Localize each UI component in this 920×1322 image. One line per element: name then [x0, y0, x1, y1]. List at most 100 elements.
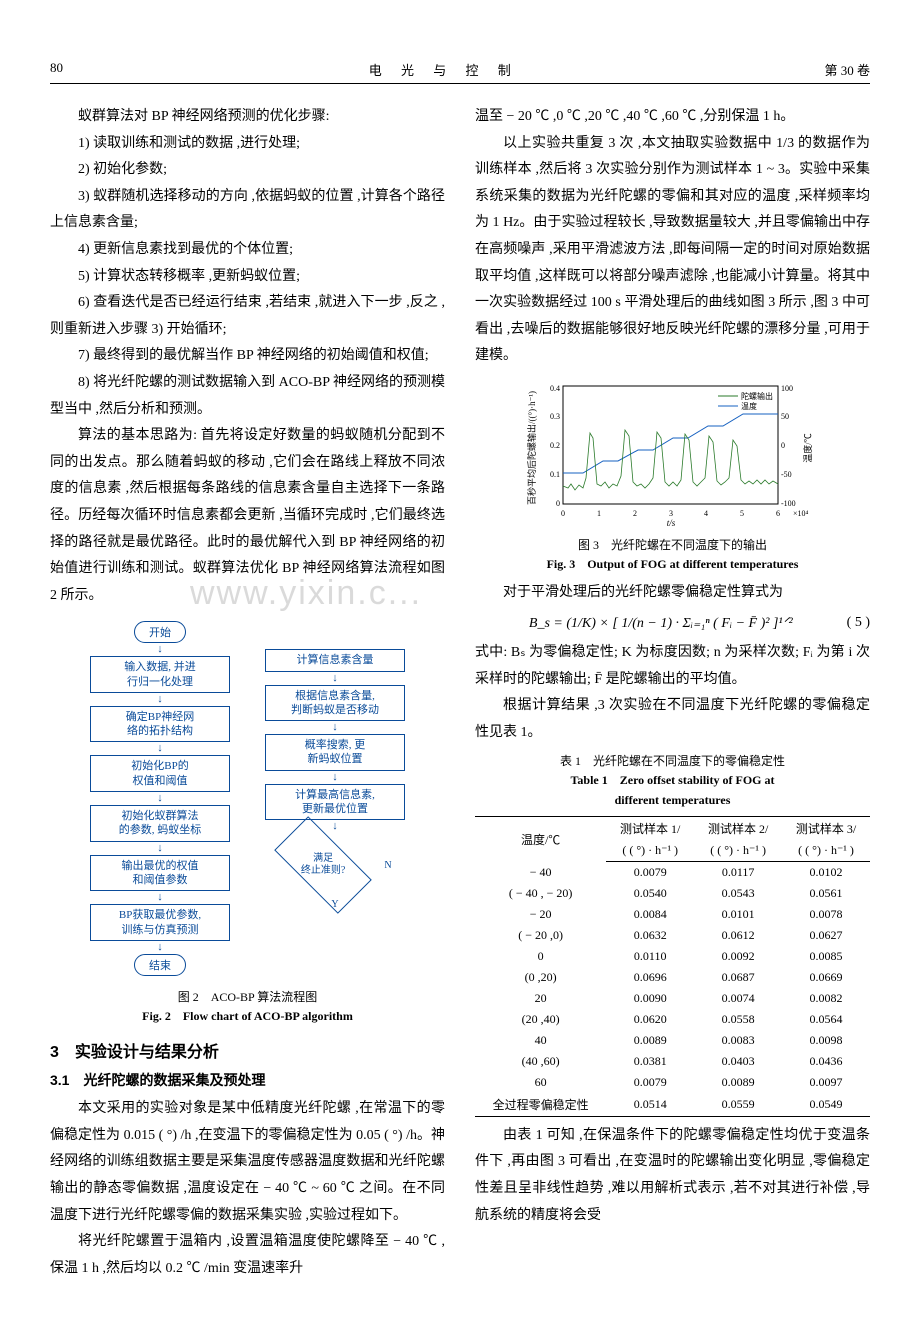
fig2-en: Fig. 2 Flow chart of ACO-BP algorithm	[50, 1007, 445, 1026]
formula-body: B_s = (1/K) × [ 1/(n − 1) · Σᵢ₌₁ⁿ ( Fᵢ −…	[529, 616, 793, 631]
th-u2: ( ( °) · h⁻¹ )	[694, 840, 782, 862]
flow-decision: 满足终止准则?	[275, 817, 373, 915]
table-cell: 0.0632	[606, 925, 694, 946]
fig2-caption: 图 2 ACO-BP 算法流程图 Fig. 2 Flow chart of AC…	[50, 988, 445, 1026]
table-row: 600.00790.00890.0097	[475, 1072, 870, 1093]
step-8: 8) 将光纤陀螺的测试数据输入到 ACO-BP 神经网络的预测模型当中 ,然后分…	[50, 370, 445, 423]
p31a: 本文采用的实验对象是某中低精度光纤陀螺 ,在常温下的零偏稳定性为 0.015 (…	[50, 1096, 445, 1229]
th-s3: 测试样本 3/	[782, 816, 870, 840]
svg-text:6: 6	[776, 509, 780, 518]
two-column-body: 蚁群算法对 BP 神经网络预测的优化步骤: 1) 读取训练和测试的数据 ,进行处…	[50, 104, 870, 1282]
table-cell: 0.0549	[782, 1093, 870, 1117]
algo-intro: 蚁群算法对 BP 神经网络预测的优化步骤:	[50, 104, 445, 131]
r-p5: 根据计算结果 ,3 次实验在不同温度下光纤陀螺的零偏稳定性见表 1。	[475, 693, 870, 746]
tab1-cn: 表 1 光纤陀螺在不同温度下的零偏稳定性	[475, 752, 870, 771]
svg-text:1: 1	[597, 509, 601, 518]
table-cell: 0.0627	[782, 925, 870, 946]
table-cell: 0.0696	[606, 967, 694, 988]
svg-text:×10⁴: ×10⁴	[793, 509, 809, 518]
table-cell: 0.0079	[606, 1072, 694, 1093]
svg-text:陀螺输出: 陀螺输出	[741, 391, 773, 401]
flow-r3: 概率搜索, 更新蚂蚁位置	[265, 734, 405, 771]
table-body: − 400.00790.01170.0102( − 40 , − 20)0.05…	[475, 861, 870, 1116]
right-column: 温至 − 20 ℃ ,0 ℃ ,20 ℃ ,40 ℃ ,60 ℃ ,分别保温 1…	[475, 104, 870, 1282]
svg-text:5: 5	[740, 509, 744, 518]
table-cell: 0.0110	[606, 946, 694, 967]
table-cell: 0.0543	[694, 883, 782, 904]
table-head-row1: 温度/℃ 测试样本 1/ 测试样本 2/ 测试样本 3/	[475, 816, 870, 840]
svg-text:0.1: 0.1	[550, 470, 560, 479]
left-column: 蚁群算法对 BP 神经网络预测的优化步骤: 1) 读取训练和测试的数据 ,进行处…	[50, 104, 445, 1282]
flow-r2: 根据信息素含量,判断蚂蚁是否移动	[265, 685, 405, 722]
table-cell: 0.0089	[606, 1030, 694, 1051]
table-cell: 0.0558	[694, 1009, 782, 1030]
table-cell: − 20	[475, 904, 606, 925]
table-cell: 0.0089	[694, 1072, 782, 1093]
arrow-icon: ↓	[157, 843, 163, 854]
formula-5: B_s = (1/K) × [ 1/(n − 1) · Σᵢ₌₁ⁿ ( Fᵢ −…	[475, 615, 870, 632]
table-row: 200.00900.00740.0082	[475, 988, 870, 1009]
step-5: 5) 计算状态转移概率 ,更新蚂蚁位置;	[50, 264, 445, 291]
table-cell: 0.0564	[782, 1009, 870, 1030]
table-cell: 0.0079	[606, 861, 694, 883]
flow-l1: 输入数据, 并进行归一化处理	[90, 656, 230, 693]
table-row: − 200.00840.01010.0078	[475, 904, 870, 925]
svg-text:0.3: 0.3	[550, 412, 560, 421]
table-cell: 0.0097	[782, 1072, 870, 1093]
svg-text:温度: 温度	[741, 401, 757, 411]
svg-text:-50: -50	[781, 470, 792, 479]
table-row: (20 ,40)0.06200.05580.0564	[475, 1009, 870, 1030]
page-header: 80 电 光 与 控 制 第 30 卷	[50, 60, 870, 84]
svg-text:2: 2	[633, 509, 637, 518]
svg-text:百秒平均后陀螺输出/((°)·h⁻¹): 百秒平均后陀螺输出/((°)·h⁻¹)	[526, 391, 537, 505]
table-cell: (0 ,20)	[475, 967, 606, 988]
flowchart-fig2: 开始 ↓ 输入数据, 并进行归一化处理 ↓ 确定BP神经网络的拓扑结构 ↓ 初始…	[78, 619, 418, 978]
table-cell: 0.0403	[694, 1051, 782, 1072]
th-u3: ( ( °) · h⁻¹ )	[782, 840, 870, 862]
svg-text:0.4: 0.4	[550, 384, 560, 393]
flow-r1: 计算信息素含量	[265, 649, 405, 671]
table-cell: 0.0092	[694, 946, 782, 967]
th-u1: ( ( °) · h⁻¹ )	[606, 840, 694, 862]
table-cell: 0	[475, 946, 606, 967]
table-cell: 0.0540	[606, 883, 694, 904]
fig2-cn: 图 2 ACO-BP 算法流程图	[50, 988, 445, 1007]
table-row: 00.01100.00920.0085	[475, 946, 870, 967]
fig3-en: Fig. 3 Output of FOG at different temper…	[475, 555, 870, 574]
table-cell: 0.0101	[694, 904, 782, 925]
table-cell: 0.0082	[782, 988, 870, 1009]
table-cell: 0.0090	[606, 988, 694, 1009]
formula-num: ( 5 )	[847, 615, 870, 631]
table-row: (0 ,20)0.06960.06870.0669	[475, 967, 870, 988]
table-cell: 0.0561	[782, 883, 870, 904]
svg-text:100: 100	[781, 384, 793, 393]
table-cell: 0.0514	[606, 1093, 694, 1117]
table-cell: (20 ,40)	[475, 1009, 606, 1030]
table-row: 全过程零偏稳定性0.05140.05590.0549	[475, 1093, 870, 1117]
arrow-icon: ↓	[157, 793, 163, 804]
svg-text:t/s: t/s	[666, 518, 675, 528]
table-cell: 0.0117	[694, 861, 782, 883]
table-cell: ( − 20 ,0)	[475, 925, 606, 946]
flow-l3: 初始化BP的权值和阈值	[90, 755, 230, 792]
svg-text:温度/℃: 温度/℃	[802, 433, 813, 463]
table-row: ( − 20 ,0)0.06320.06120.0627	[475, 925, 870, 946]
journal-title: 电 光 与 控 制	[369, 60, 519, 79]
th-temp: 温度/℃	[475, 816, 606, 861]
table-cell: 0.0084	[606, 904, 694, 925]
table-cell: 0.0669	[782, 967, 870, 988]
arrow-icon: ↓	[332, 673, 338, 684]
step-6: 6) 查看迭代是否已经运行结束 ,若结束 ,就进入下一步 ,反之 ,则重新进入步…	[50, 290, 445, 343]
section-3-title: 3 实验设计与结果分析	[50, 1038, 445, 1062]
table-cell: 0.0102	[782, 861, 870, 883]
table-cell: 全过程零偏稳定性	[475, 1093, 606, 1117]
table-1: 温度/℃ 测试样本 1/ 测试样本 2/ 测试样本 3/ ( ( °) · h⁻…	[475, 816, 870, 1117]
tab1-en2: different temperatures	[475, 791, 870, 810]
table-cell: 20	[475, 988, 606, 1009]
r-p6: 由表 1 可知 ,在保温条件下的陀螺零偏稳定性均优于变温条件下 ,再由图 3 可…	[475, 1123, 870, 1229]
r-p4: 式中: Bₛ 为零偏稳定性; K 为标度因数; n 为采样次数; Fᵢ 为第 i…	[475, 640, 870, 693]
flow-l4: 初始化蚁群算法的参数, 蚂蚁坐标	[90, 805, 230, 842]
step-3: 3) 蚁群随机选择移动的方向 ,依据蚂蚁的位置 ,计算各个路径上信息素含量;	[50, 184, 445, 237]
table-row: 400.00890.00830.0098	[475, 1030, 870, 1051]
svg-text:0: 0	[561, 509, 565, 518]
